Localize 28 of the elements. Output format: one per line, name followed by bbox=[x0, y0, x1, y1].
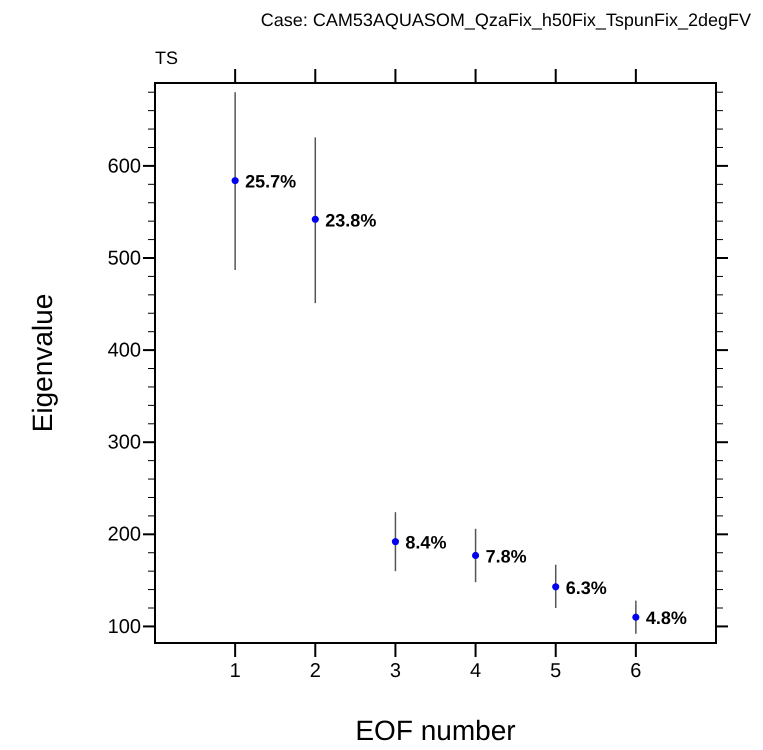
chart-subtitle: TS bbox=[155, 48, 178, 68]
annotation: 23.8% bbox=[325, 210, 376, 230]
y-tick-label: 400 bbox=[108, 340, 141, 362]
annotation: 25.7% bbox=[245, 172, 296, 192]
y-axis-title: Eigenvalue bbox=[27, 294, 58, 432]
y-tick-label: 600 bbox=[108, 155, 141, 178]
x-tick-label: 2 bbox=[310, 660, 321, 682]
x-tick-label: 6 bbox=[630, 660, 642, 682]
y-tick-label: 200 bbox=[108, 524, 141, 546]
y-tick-label: 500 bbox=[108, 247, 141, 270]
point bbox=[392, 538, 399, 546]
x-axis-title: EOF number bbox=[355, 715, 516, 746]
y-tick-label: 100 bbox=[108, 616, 141, 638]
x-tick-label: 5 bbox=[550, 660, 562, 682]
y-tick-label: 300 bbox=[108, 432, 141, 454]
chart-title: Case: CAM53AQUASOM_QzaFix_h50Fix_TspunFix_2degFV bbox=[260, 10, 751, 30]
annotation: 7.8% bbox=[486, 546, 527, 566]
x-tick-label: 3 bbox=[390, 660, 401, 682]
annotation: 8.4% bbox=[405, 532, 446, 553]
point bbox=[552, 583, 560, 590]
x-tick-label: 1 bbox=[230, 660, 241, 682]
annotation: 6.3% bbox=[566, 578, 607, 598]
point bbox=[232, 177, 239, 184]
annotation: 4.8% bbox=[646, 608, 687, 628]
x-tick-label: 4 bbox=[470, 660, 482, 682]
point bbox=[632, 614, 640, 621]
point bbox=[312, 216, 319, 223]
point bbox=[472, 552, 480, 560]
